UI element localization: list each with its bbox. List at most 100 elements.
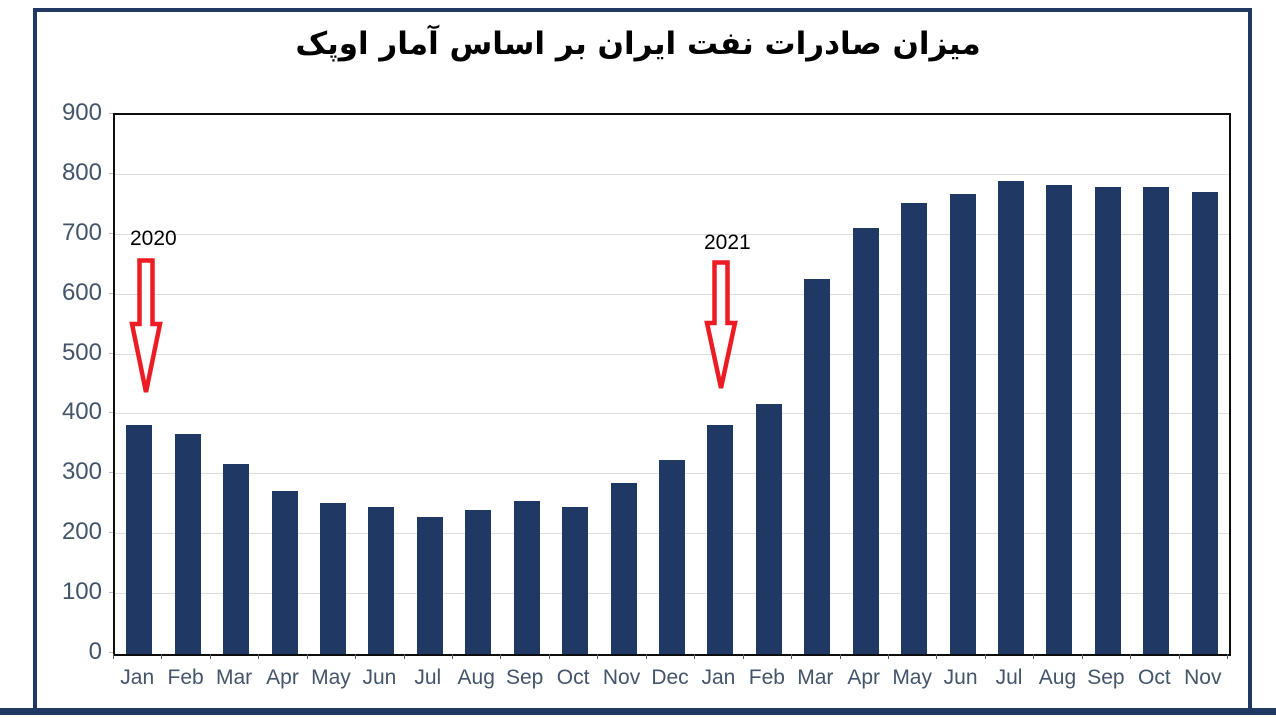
x-tick-label: Sep <box>505 666 544 689</box>
x-tick-label: Dec <box>651 666 689 689</box>
x-tick-label: Mar <box>215 666 253 689</box>
bar-slot <box>212 115 260 654</box>
bar-Jun-5 <box>368 506 395 654</box>
x-tick-mark <box>984 654 986 659</box>
x-tick-mark <box>161 654 163 659</box>
x-tick-label: Jul <box>995 666 1023 689</box>
bar-slot <box>551 115 599 654</box>
gridline <box>115 173 1229 175</box>
bar-slot <box>1132 115 1180 654</box>
x-tick-mark <box>1227 654 1228 659</box>
x-tick-label: Oct <box>1138 666 1171 689</box>
bar-slot <box>115 115 163 654</box>
gridline <box>115 293 1229 295</box>
x-tick-label: Jan <box>701 666 736 689</box>
bar-Dec-11 <box>658 459 685 654</box>
bar-Jun-17 <box>949 194 976 654</box>
bar-Sep-20 <box>1094 186 1121 654</box>
bar-Apr-3 <box>271 491 298 654</box>
x-tick-mark <box>355 654 357 659</box>
x-tick-label: Apr <box>847 666 881 689</box>
bar-Apr-15 <box>852 228 879 654</box>
y-tick-mark <box>109 232 113 234</box>
x-tick-label: Aug <box>1038 666 1077 689</box>
x-tick-label: Oct <box>556 666 590 689</box>
x-tick-mark <box>887 654 889 659</box>
x-tick-label: Mar <box>797 666 834 689</box>
x-tick-mark <box>597 654 599 659</box>
y-tick-label: 300 <box>61 458 102 486</box>
x-tick-mark <box>500 654 502 659</box>
bar-slot <box>357 115 405 654</box>
x-tick-mark <box>113 654 114 659</box>
bar-Jan-0 <box>126 424 153 654</box>
bar-Aug-7 <box>465 510 492 654</box>
down-arrow-2020-icon <box>129 258 163 393</box>
bar-Oct-9 <box>562 506 589 654</box>
y-tick-mark <box>109 652 113 653</box>
x-tick-mark <box>1081 654 1083 659</box>
x-tick-mark <box>258 654 260 659</box>
bar-slot <box>309 115 357 654</box>
bar-slot <box>260 115 308 654</box>
x-tick-mark <box>306 654 308 659</box>
y-tick-mark <box>109 592 113 594</box>
bar-May-4 <box>319 503 346 654</box>
bar-slot <box>599 115 647 654</box>
annotation-2021-label: 2021 <box>704 231 751 254</box>
x-tick-label: May <box>311 666 351 689</box>
x-tick-mark <box>791 654 793 659</box>
x-tick-mark <box>936 654 938 659</box>
x-tick-label: Feb <box>748 666 785 689</box>
x-tick-label: Jun <box>362 666 397 689</box>
bottom-border-band <box>0 708 1276 715</box>
gridline <box>115 353 1229 355</box>
bar-slot <box>745 115 793 654</box>
x-tick-mark <box>548 654 550 659</box>
bar-Nov-10 <box>610 483 637 654</box>
y-tick-mark <box>109 113 113 114</box>
chart-title: میزان صادرات نفت ایران بر اساس آمار اوپک <box>295 26 981 62</box>
y-tick-mark <box>109 292 113 294</box>
bar-Jul-18 <box>998 180 1025 654</box>
bar-Jul-6 <box>416 517 443 654</box>
bar-slot <box>1084 115 1132 654</box>
y-tick-mark <box>109 172 113 174</box>
x-tick-mark <box>209 654 211 659</box>
bar-May-16 <box>901 203 928 654</box>
x-tick-mark <box>403 654 405 659</box>
x-tick-mark <box>1178 654 1180 659</box>
y-tick-label: 800 <box>61 158 102 186</box>
x-tick-label: May <box>892 666 932 689</box>
bar-Mar-14 <box>804 279 831 654</box>
bar-slot <box>890 115 938 654</box>
x-tick-label: Feb <box>167 666 204 689</box>
bar-slot <box>163 115 211 654</box>
bar-slot <box>648 115 696 654</box>
x-tick-mark <box>1033 654 1035 659</box>
y-tick-label: 700 <box>61 218 102 246</box>
x-tick-label: Jun <box>943 666 978 689</box>
y-tick-label: 100 <box>61 578 102 606</box>
x-tick-label: Jul <box>414 666 442 689</box>
x-tick-label: Aug <box>457 666 495 689</box>
bar-Feb-13 <box>755 403 782 654</box>
gridline <box>115 233 1229 235</box>
bar-slot <box>406 115 454 654</box>
gridline <box>115 413 1229 415</box>
y-tick-mark <box>109 352 113 354</box>
bar-slot <box>1181 115 1229 654</box>
x-tick-mark <box>452 654 454 659</box>
y-tick-label: 200 <box>61 518 102 546</box>
y-tick-label: 500 <box>61 338 102 366</box>
x-tick-label: Apr <box>266 666 299 689</box>
x-tick-mark <box>1130 654 1132 659</box>
y-tick-mark <box>109 412 113 414</box>
y-tick-mark <box>109 532 113 534</box>
x-tick-mark <box>742 654 744 659</box>
y-tick-mark <box>109 472 113 474</box>
bar-Mar-2 <box>223 464 250 654</box>
y-tick-label: 600 <box>61 278 102 306</box>
bar-Nov-22 <box>1191 191 1218 654</box>
